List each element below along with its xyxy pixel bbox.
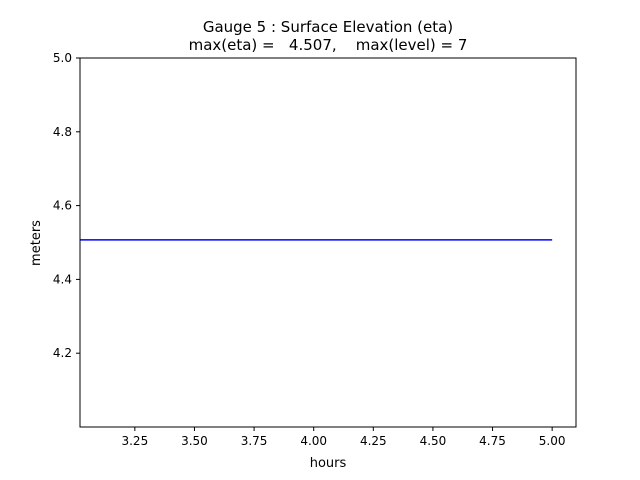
- x-tick-label: 3.50: [181, 434, 208, 448]
- x-tick-label: 5.00: [539, 434, 566, 448]
- y-tick-label: 4.2: [53, 346, 72, 360]
- y-tick-label: 4.4: [53, 272, 72, 286]
- x-tick-label: 4.75: [479, 434, 506, 448]
- plot-frame: [79, 57, 577, 428]
- chart-title-line1: Gauge 5 : Surface Elevation (eta): [203, 18, 453, 36]
- y-axis-ticks: 4.2 4.4 4.6 4.8 5.0: [53, 51, 80, 360]
- x-tick-label: 3.75: [241, 434, 268, 448]
- y-tick-label: 4.6: [53, 199, 72, 213]
- x-tick-label: 3.25: [121, 434, 148, 448]
- x-tick-label: 4.50: [420, 434, 447, 448]
- chart-title-line2: max(eta) = 4.507, max(level) = 7: [189, 36, 468, 54]
- x-tick-label: 4.25: [360, 434, 387, 448]
- x-axis-label: hours: [310, 456, 347, 471]
- plot-area: [80, 58, 576, 427]
- y-axis-label: meters: [29, 220, 44, 266]
- y-tick-label: 4.8: [53, 125, 72, 139]
- x-axis-ticks: 3.25 3.50 3.75 4.00 4.25 4.50 4.75 5.00: [121, 427, 566, 448]
- y-tick-label: 5.0: [53, 51, 72, 65]
- x-tick-label: 4.00: [300, 434, 327, 448]
